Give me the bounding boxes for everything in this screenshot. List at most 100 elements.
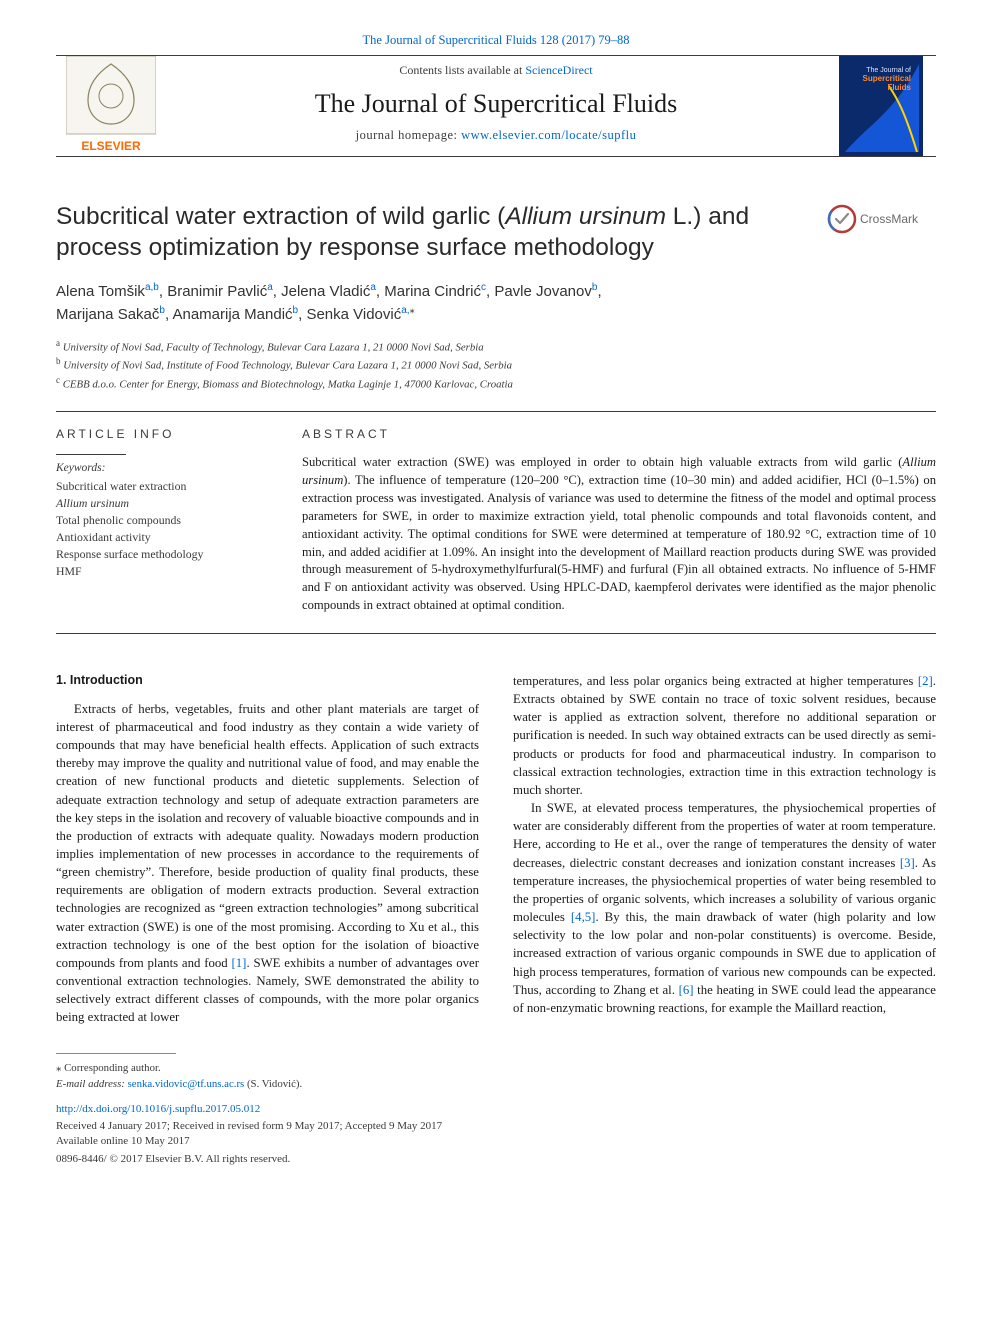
homepage-prefix: journal homepage: [356,128,462,142]
keyword: HMF [56,563,266,580]
author: Jelena Vladića [281,283,376,300]
paragraph-text: . Extracts obtained by SWE contain no tr… [513,674,936,797]
abstract: ABSTRACT Subcritical water extraction (S… [302,426,936,615]
author-list: Alena Tomšika,b, Branimir Pavlića, Jelen… [56,280,936,327]
author-affil-sup[interactable]: b [592,282,598,293]
affiliation: b University of Novi Sad, Institute of F… [56,355,936,374]
email-label: E-mail address: [56,1078,128,1090]
issue-reference[interactable]: The Journal of Supercritical Fluids 128 … [56,32,936,49]
abstract-text: Subcritical water extraction (SWE) was e… [302,454,936,615]
abstract-post: ). The influence of temperature (120–200… [302,473,936,612]
elsevier-logo: ELSEVIER [66,56,156,156]
citation-link[interactable]: [3] [900,856,915,870]
author: Marina Cindrićc [384,283,486,300]
author-name: Pavle Jovanov [494,283,592,300]
keyword: Allium ursinum [56,495,266,512]
divider [56,633,936,634]
author: Anamarija Mandićb [172,306,298,323]
svg-text:Supercritical: Supercritical [863,74,911,83]
keyword: Subcritical water extraction [56,478,266,495]
keyword: Response surface methodology [56,546,266,563]
journal-title: The Journal of Supercritical Fluids [174,86,818,121]
footnotes: ⁎ Corresponding author. E-mail address: … [56,1060,936,1092]
homepage-link[interactable]: www.elsevier.com/locate/supflu [461,128,636,142]
article-title: Subcritical water extraction of wild gar… [56,201,808,264]
svg-text:The Journal of: The Journal of [866,67,911,74]
info-abstract-row: ARTICLE INFO Keywords: Subcritical water… [56,426,936,615]
affiliation: a University of Novi Sad, Faculty of Tec… [56,337,936,356]
citation-link[interactable]: [4,5] [571,910,596,924]
author-name: Branimir Pavlić [167,283,267,300]
section-heading: 1. Introduction [56,672,479,690]
author-name: Alena Tomšik [56,283,145,300]
affil-text: CEBB d.o.o. Center for Energy, Biomass a… [63,379,513,391]
paragraph-text: temperatures, and less polar organics be… [513,674,918,688]
paragraph: In SWE, at elevated process temperatures… [513,799,936,1017]
body-left-column: 1. Introduction Extracts of herbs, veget… [56,672,479,1027]
paragraph: temperatures, and less polar organics be… [513,672,936,799]
sciencedirect-link[interactable]: ScienceDirect [525,63,592,77]
author: Marijana Sakačb [56,306,165,323]
author-name: Anamarija Mandić [172,306,292,323]
abstract-heading: ABSTRACT [302,426,936,442]
copyright-line: 0896-8446/ © 2017 Elsevier B.V. All righ… [56,1152,936,1167]
body-right-column: temperatures, and less polar organics be… [513,672,936,1027]
author-affil-sup[interactable]: b [293,305,299,316]
citation-link[interactable]: [2] [918,674,933,688]
author-name: Marina Cindrić [384,283,481,300]
title-row: Subcritical water extraction of wild gar… [56,201,936,264]
title-italic: Allium ursinum [505,203,666,230]
svg-text:Fluids: Fluids [887,83,911,92]
history-received: Received 4 January 2017; Received in rev… [56,1119,936,1134]
affiliation: c CEBB d.o.o. Center for Energy, Biomass… [56,374,936,393]
elsevier-wordmark: ELSEVIER [81,139,141,153]
article-history: Received 4 January 2017; Received in rev… [56,1119,936,1150]
footnote-divider [56,1053,176,1054]
affil-key: a [56,338,60,348]
divider [56,411,936,412]
affil-text: University of Novi Sad, Faculty of Techn… [63,341,484,353]
author-affil-sup[interactable]: a,b [145,282,159,293]
doi-link[interactable]: http://dx.doi.org/10.1016/j.supflu.2017.… [56,1102,936,1117]
corresponding-author-note: ⁎ Corresponding author. [56,1060,936,1076]
contents-line: Contents lists available at ScienceDirec… [174,62,818,78]
banner-center: Contents lists available at ScienceDirec… [166,56,826,156]
journal-banner: ELSEVIER Contents lists available at Sci… [56,55,936,157]
corresponding-marker[interactable]: ⁎ [410,305,415,316]
citation-link[interactable]: [1] [232,956,247,970]
journal-cover-slot: The Journal of Supercritical Fluids [826,56,936,156]
keyword: Antioxidant activity [56,529,266,546]
abstract-pre: Subcritical water extraction (SWE) was e… [302,455,902,469]
paragraph-text: Extracts of herbs, vegetables, fruits an… [56,702,479,970]
affil-key: c [56,375,60,385]
paragraph: Extracts of herbs, vegetables, fruits an… [56,700,479,1027]
divider-short [56,454,126,455]
email-line: E-mail address: senka.vidovic@tf.uns.ac.… [56,1076,936,1092]
author-affil-sup[interactable]: a [267,282,273,293]
author-name: Senka Vidović [306,306,401,323]
citation-link[interactable]: [6] [679,983,694,997]
author-affil-sup[interactable]: a, [401,305,409,316]
author-affil-sup[interactable]: b [159,305,165,316]
author-name: Jelena Vladić [281,283,370,300]
author-affil-sup[interactable]: a [370,282,376,293]
crossmark-badge[interactable]: CrossMark [826,201,936,237]
article-info-heading: ARTICLE INFO [56,426,266,442]
corresponding-email[interactable]: senka.vidovic@tf.uns.ac.rs [128,1078,245,1090]
homepage-line: journal homepage: www.elsevier.com/locat… [174,127,818,144]
author-affil-sup[interactable]: c [481,282,486,293]
affil-text: University of Novi Sad, Institute of Foo… [63,360,512,372]
journal-cover: The Journal of Supercritical Fluids [839,56,923,156]
author-name: Marijana Sakač [56,306,159,323]
author: Senka Vidovića,⁎ [306,306,414,323]
author: Branimir Pavlića [167,283,273,300]
keywords-list: Subcritical water extraction Allium ursi… [56,478,266,581]
affiliation-list: a University of Novi Sad, Faculty of Tec… [56,337,936,393]
affil-key: b [56,356,61,366]
publisher-logo-slot: ELSEVIER [56,56,166,156]
article-info: ARTICLE INFO Keywords: Subcritical water… [56,426,266,615]
email-attrib: (S. Vidović). [244,1078,302,1090]
paragraph-text: In SWE, at elevated process temperatures… [513,801,936,869]
author: Pavle Jovanovb [494,283,597,300]
history-online: Available online 10 May 2017 [56,1134,936,1149]
